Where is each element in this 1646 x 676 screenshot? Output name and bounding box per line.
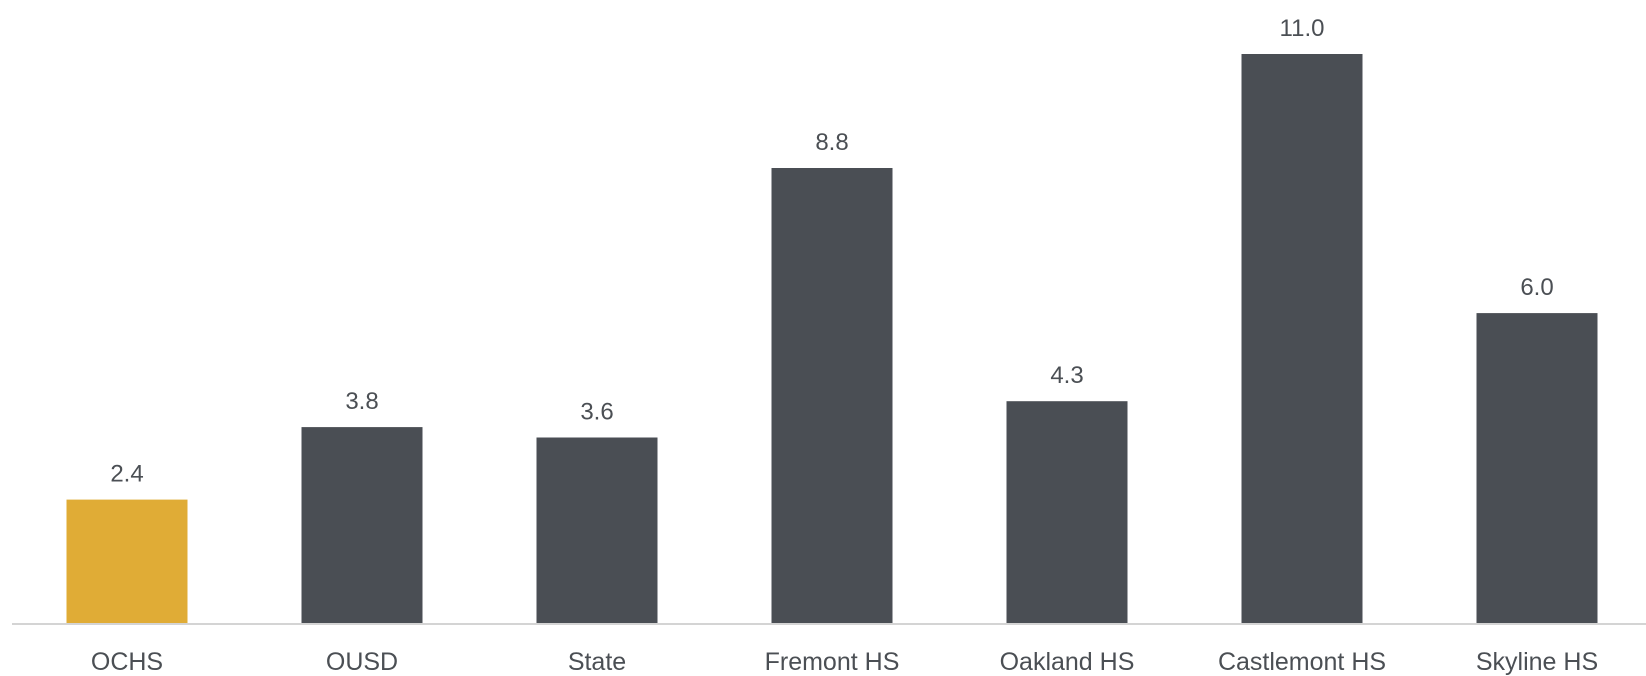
category-label: State — [568, 648, 626, 676]
category-label: OUSD — [326, 648, 398, 676]
value-labels: 2.4 3.8 3.6 8.8 4.3 11.0 6.0 — [110, 15, 1553, 488]
category-labels: OCHS OUSD State Fremont HS Oakland HS Castlem… — [91, 648, 1598, 676]
value-label: 4.3 — [1050, 362, 1083, 389]
value-label: 2.4 — [110, 461, 143, 488]
bar-ochs — [66, 499, 188, 624]
value-label: 3.8 — [345, 388, 378, 415]
category-label: OCHS — [91, 648, 163, 676]
value-label: 3.6 — [580, 399, 613, 426]
bars — [66, 54, 1598, 624]
bar-castlemont-hs — [1241, 54, 1363, 624]
bar-skyline-hs — [1476, 313, 1598, 624]
category-label: Oakland HS — [1000, 648, 1135, 676]
value-label: 8.8 — [815, 129, 848, 156]
category-label: Fremont HS — [765, 648, 900, 676]
bar-fremont-hs — [771, 168, 893, 624]
category-label: Castlemont HS — [1218, 648, 1386, 676]
value-label: 6.0 — [1520, 274, 1553, 301]
bar-ousd — [301, 427, 423, 624]
value-label: 11.0 — [1280, 15, 1325, 42]
category-label: Skyline HS — [1476, 648, 1598, 676]
bar-oakland-hs — [1006, 401, 1128, 624]
bar-state — [536, 437, 658, 624]
